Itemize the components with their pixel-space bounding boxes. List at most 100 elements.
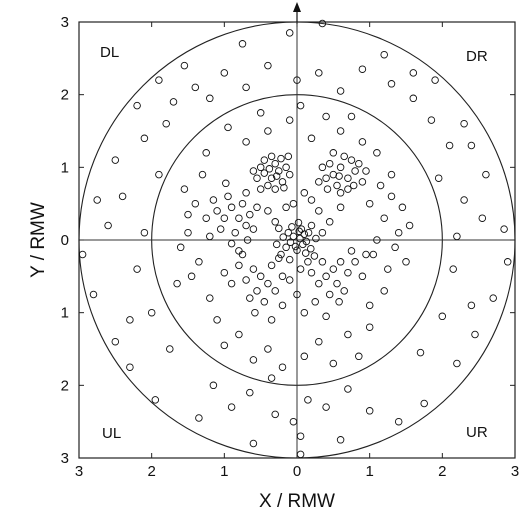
data-point (304, 396, 312, 404)
data-point (278, 272, 287, 281)
data-point (222, 179, 230, 188)
data-point (118, 192, 127, 201)
data-point (140, 228, 149, 237)
quadrant-label-ul: UL (102, 425, 121, 442)
data-point (438, 312, 447, 321)
data-point (405, 221, 414, 230)
data-point (231, 228, 239, 237)
data-point (449, 265, 457, 273)
data-point (358, 178, 367, 186)
data-point (284, 152, 293, 161)
data-point (335, 172, 343, 180)
data-point (289, 199, 298, 208)
data-point (467, 301, 476, 310)
data-point (344, 330, 352, 339)
reference-lines (78, 2, 516, 459)
data-point (373, 236, 381, 244)
data-point (336, 189, 345, 197)
data-point (253, 203, 261, 212)
tick-marks (78, 21, 516, 459)
data-point (111, 156, 120, 164)
data-point (427, 116, 436, 124)
data-point (288, 223, 296, 231)
data-point (380, 50, 388, 59)
data-point (173, 279, 181, 288)
data-point (260, 169, 269, 177)
data-point (333, 181, 341, 190)
data-point (307, 268, 316, 277)
data-point (384, 265, 392, 273)
data-point (264, 61, 272, 70)
data-point (246, 210, 254, 219)
data-point (453, 359, 461, 368)
data-point (271, 410, 279, 419)
data-point (267, 316, 276, 324)
data-point (293, 76, 301, 84)
data-point (296, 234, 304, 243)
data-point (358, 138, 367, 146)
x-tick-label: 2 (147, 463, 155, 480)
data-point (206, 232, 214, 241)
data-point (398, 203, 407, 212)
data-point (358, 272, 367, 281)
data-point (238, 250, 247, 259)
data-point (409, 94, 418, 103)
data-point (275, 254, 283, 262)
data-point (202, 214, 210, 222)
data-point (184, 210, 192, 219)
y-tick-label: 1 (61, 305, 69, 322)
data-point (227, 203, 236, 212)
data-point (278, 301, 287, 310)
data-point (307, 134, 316, 143)
data-point (280, 183, 288, 192)
data-point (344, 185, 352, 193)
data-point (227, 403, 236, 411)
data-point (297, 225, 306, 233)
data-point (467, 141, 476, 150)
data-point (213, 316, 221, 324)
data-point (191, 199, 200, 208)
data-point (260, 156, 269, 164)
data-point (301, 249, 310, 257)
data-point (227, 239, 236, 248)
data-point (394, 417, 403, 426)
data-point (155, 170, 163, 179)
data-point (256, 272, 265, 281)
data-point (220, 69, 229, 77)
data-point (325, 218, 334, 226)
data-point (460, 119, 468, 128)
data-point (300, 352, 309, 361)
data-point (387, 192, 396, 201)
data-point (140, 134, 149, 143)
data-point (242, 83, 250, 92)
y-tick-label: 3 (61, 14, 69, 31)
data-point (264, 181, 272, 190)
data-point (478, 214, 487, 222)
data-point (235, 330, 243, 339)
data-point (318, 19, 327, 28)
data-point (256, 109, 265, 117)
data-point (391, 243, 399, 252)
data-point (304, 228, 313, 237)
data-point (362, 250, 370, 259)
data-point (323, 185, 332, 193)
data-point (300, 189, 309, 197)
data-point (243, 236, 252, 244)
data-point (325, 290, 334, 299)
data-point (394, 228, 403, 237)
data-point (242, 189, 250, 197)
quadrant-label-dr: DR (466, 48, 488, 65)
data-point (267, 261, 276, 270)
data-point (126, 316, 134, 324)
data-point (340, 287, 348, 295)
data-point (302, 237, 311, 246)
data-point (329, 265, 338, 273)
data-point (369, 250, 378, 259)
data-point (380, 287, 388, 295)
data-point (349, 181, 358, 190)
data-point (294, 218, 303, 227)
data-point (78, 250, 87, 259)
x-tick-label: 1 (365, 463, 373, 480)
y-tick-label: 2 (61, 87, 69, 104)
data-point (296, 450, 305, 459)
